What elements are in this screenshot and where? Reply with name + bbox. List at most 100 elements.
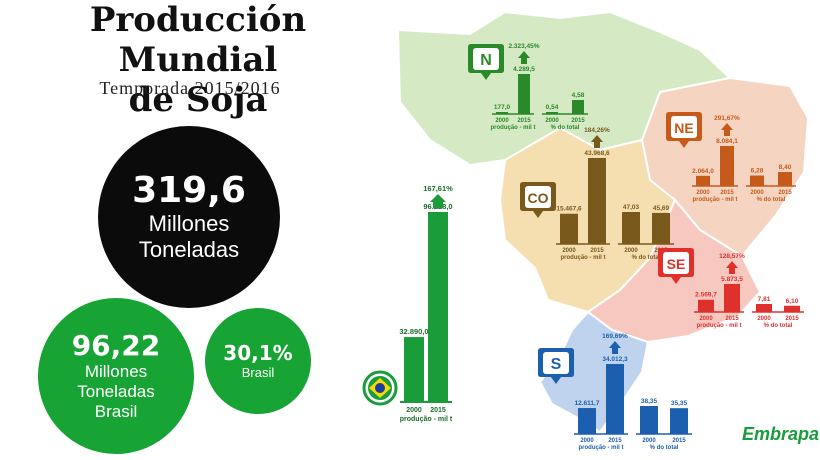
region-value-2015: 8.084,1 bbox=[716, 138, 738, 145]
national-year-2000: 2000 bbox=[406, 407, 422, 414]
region-share-value-2000: 6,28 bbox=[751, 168, 764, 175]
region-year-2000: 2000 bbox=[495, 118, 509, 124]
region-growth-arrow bbox=[609, 341, 621, 354]
region-share-bar-2000 bbox=[750, 175, 764, 186]
region-bar-2000 bbox=[578, 408, 596, 434]
region-growth-label: 128,57% bbox=[719, 253, 745, 260]
region-value-2000: 12.611,7 bbox=[575, 400, 600, 407]
region-bar-2000 bbox=[698, 299, 714, 312]
region-share-value-2000: 47,03 bbox=[623, 204, 640, 211]
region-pin-inner bbox=[663, 252, 689, 274]
region-bar-2015 bbox=[518, 74, 530, 114]
national-bar-2000 bbox=[404, 337, 424, 402]
region-value-2000: 2.064,0 bbox=[692, 168, 714, 175]
national-bar-2015 bbox=[428, 212, 448, 402]
region-bar-2015 bbox=[720, 146, 734, 186]
region-share-year-2000: 2000 bbox=[545, 118, 559, 124]
region-code-co: CO bbox=[528, 190, 549, 206]
region-growth-arrow bbox=[518, 51, 530, 64]
region-prod-caption: produção - mil t bbox=[561, 255, 606, 261]
page-subtitle: Temporada 2015/2016 bbox=[99, 78, 281, 98]
region-share-bar-2000 bbox=[756, 304, 772, 312]
region-share-year-2015: 2015 bbox=[785, 316, 799, 322]
region-code-n: N bbox=[480, 52, 492, 69]
region-pin-inner bbox=[525, 186, 551, 208]
logo-part-2: brapa bbox=[770, 424, 820, 444]
region-share-bar-2015 bbox=[652, 212, 670, 244]
region-value-2015: 5.873,5 bbox=[721, 276, 743, 283]
region-pin-inner bbox=[671, 116, 697, 138]
region-year-2015: 2015 bbox=[725, 316, 739, 322]
region-share-value-2000: 38,35 bbox=[641, 398, 658, 405]
region-share-bar-2015 bbox=[778, 172, 792, 186]
region-prod-caption: produção - mil t bbox=[693, 197, 738, 203]
world-production-unit-2: Toneladas bbox=[138, 237, 240, 262]
region-share-value-2015: 45,69 bbox=[653, 205, 670, 212]
region-bar-2015 bbox=[606, 364, 624, 434]
region-growth-label: 184,26% bbox=[584, 127, 610, 134]
region-share-year-2000: 2000 bbox=[642, 438, 656, 444]
region-share-bar-2015 bbox=[572, 100, 584, 114]
region-bar-2000 bbox=[496, 112, 508, 114]
national-growth-arrow bbox=[430, 194, 446, 208]
region-share-value-2000: 7,81 bbox=[758, 296, 771, 303]
brazil-production-unit-3: Brasil bbox=[94, 402, 138, 421]
brazil-production-value: 96,22 bbox=[71, 329, 161, 362]
region-share-caption: % do total bbox=[764, 323, 793, 329]
page-title: Producción Mundial de Soja bbox=[8, 0, 388, 120]
region-value-2015: 4.289,5 bbox=[513, 66, 535, 73]
region-share-year-2015: 2015 bbox=[778, 190, 792, 196]
region-code-ne: NE bbox=[674, 120, 693, 136]
region-share-caption: % do total bbox=[650, 445, 679, 451]
region-year-2015: 2015 bbox=[720, 190, 734, 196]
region-share-caption: % do total bbox=[757, 197, 786, 203]
region-share-caption: % do total bbox=[632, 255, 661, 261]
national-chart: 32.890,0 96.228,0 167,61% 2000 2015 prod… bbox=[399, 184, 453, 423]
national-year-2015: 2015 bbox=[430, 407, 446, 414]
national-caption: produção - mil t bbox=[400, 416, 453, 423]
region-growth-label: 2.323,45% bbox=[508, 43, 539, 50]
region-value-2000: 2.569,7 bbox=[695, 292, 717, 299]
region-year-2000: 2000 bbox=[696, 190, 710, 196]
region-share-bar-2000 bbox=[622, 212, 640, 244]
region-share-bar-2000 bbox=[546, 112, 558, 114]
title-line-1: Producción Mundial bbox=[89, 0, 307, 80]
region-value-2015: 43.968,6 bbox=[584, 150, 610, 157]
region-share-year-2015: 2015 bbox=[672, 438, 686, 444]
region-share-value-2000: 0,54 bbox=[546, 104, 559, 111]
world-production-unit-1: Millones bbox=[148, 211, 230, 236]
region-bar-2015 bbox=[588, 158, 606, 244]
region-prod-caption: produção - mil t bbox=[579, 445, 624, 451]
region-share-value-2015: 6,10 bbox=[786, 298, 799, 305]
region-prod-caption: produção - mil t bbox=[491, 125, 536, 131]
brazil-share-circle: 30,1% Brasil bbox=[205, 308, 311, 414]
region-year-2015: 2015 bbox=[608, 438, 622, 444]
region-growth-label: 291,67% bbox=[714, 115, 740, 122]
world-production-circle: 319,6 Millones Toneladas bbox=[98, 126, 280, 308]
region-bar-2000 bbox=[696, 175, 710, 186]
region-chart-co: CO 15.467,6 43.968,6 184,26% 2000 2015produçã… bbox=[520, 127, 674, 261]
region-value-2000: 15.467,6 bbox=[556, 206, 582, 213]
brazil-production-unit-2: Toneladas bbox=[77, 382, 155, 401]
region-share-value-2015: 4,58 bbox=[572, 92, 585, 99]
region-growth-label: 169,69% bbox=[602, 333, 628, 340]
region-pin-inner bbox=[543, 352, 569, 374]
title-line-2: de Soja bbox=[128, 80, 268, 120]
region-value-2000: 177,0 bbox=[494, 104, 511, 111]
embrapa-logo: Embrapa bbox=[742, 424, 819, 445]
region-share-year-2000: 2000 bbox=[750, 190, 764, 196]
world-production-value: 319,6 bbox=[132, 170, 246, 211]
region-prod-caption: produção - mil t bbox=[697, 323, 742, 329]
brazil-share-label: Brasil bbox=[241, 365, 275, 380]
region-growth-arrow bbox=[591, 135, 603, 148]
region-bar-2015 bbox=[724, 284, 740, 312]
region-code-s: S bbox=[551, 356, 562, 373]
region-growth-arrow bbox=[726, 261, 738, 274]
region-code-se: SE bbox=[667, 256, 686, 272]
